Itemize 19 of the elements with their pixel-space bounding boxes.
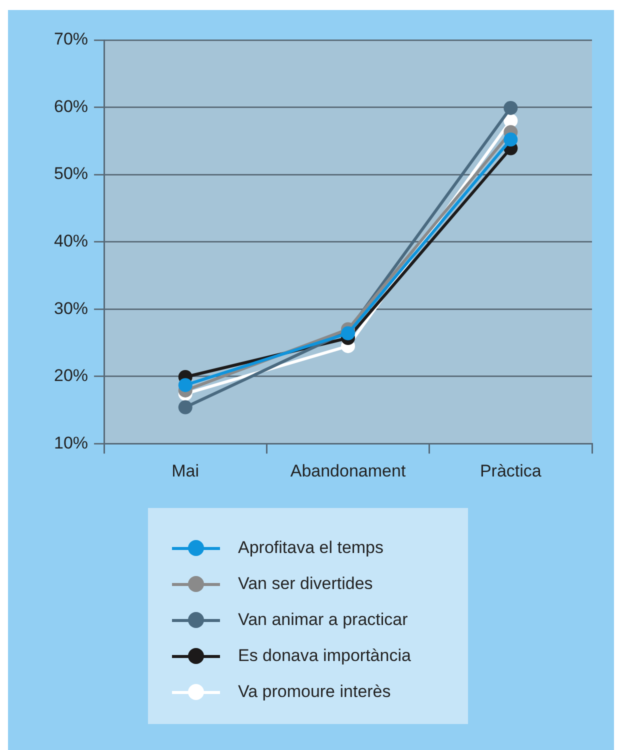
x-tick-label: Abandonament: [290, 461, 406, 480]
legend-label: Aprofitava el temps: [238, 538, 384, 558]
point: [178, 400, 192, 414]
y-tick-label: 10%: [54, 433, 88, 452]
legend-label: Es donava importància: [238, 646, 411, 666]
x-tick-label: Pràctica: [480, 461, 542, 480]
y-tick-label: 70%: [54, 30, 88, 49]
y-tick-label: 40%: [54, 231, 88, 250]
point: [504, 100, 518, 115]
x-tick-label: Mai: [172, 461, 200, 480]
y-tick-label: 30%: [54, 298, 88, 318]
legend-label: Van ser divertides: [238, 574, 373, 594]
point: [178, 378, 192, 392]
y-tick-label: 60%: [54, 96, 88, 116]
point: [504, 132, 518, 147]
y-tick-label: 50%: [54, 164, 88, 184]
legend-label: Van animar a practicar: [238, 610, 408, 630]
legend-label: Va promoure interès: [238, 682, 391, 702]
y-tick-label: 20%: [54, 366, 88, 386]
